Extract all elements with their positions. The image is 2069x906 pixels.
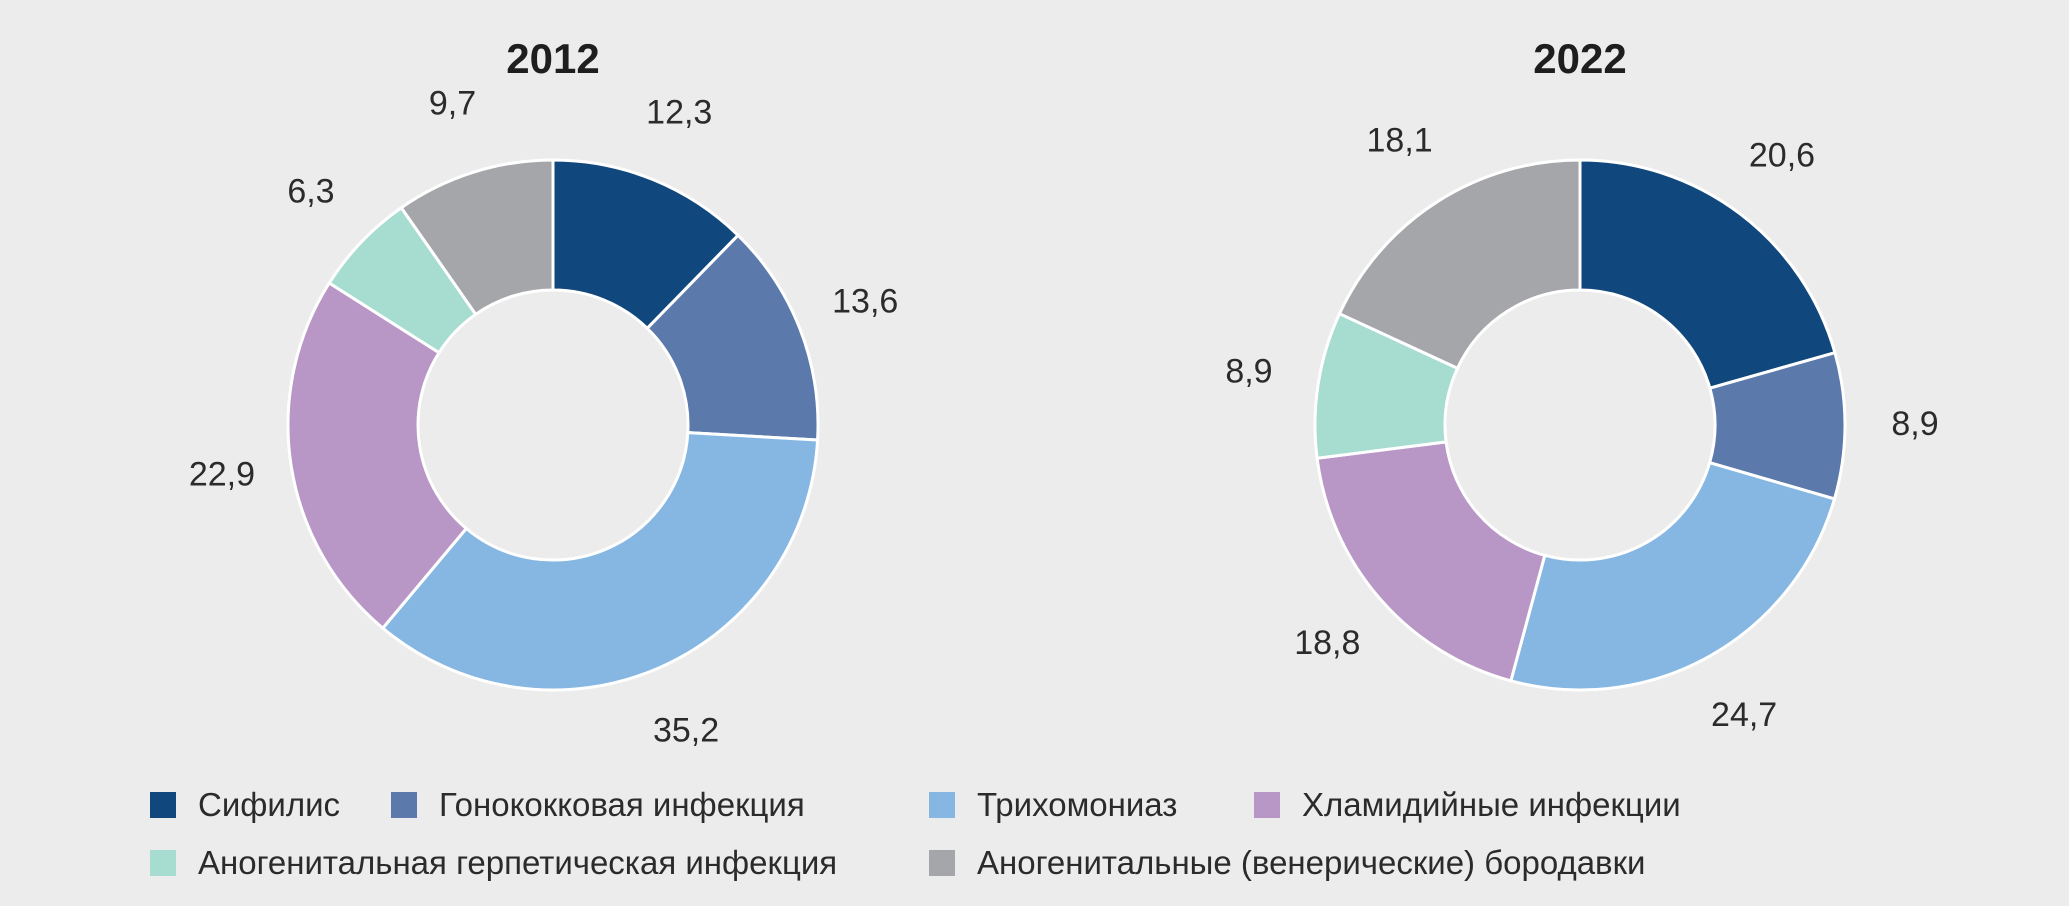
donut-slice bbox=[645, 233, 820, 442]
donut-chart-2012: 12,3 13,6 35,2 22,9 6,3 9,7 2012 bbox=[189, 35, 898, 749]
donut-slice bbox=[399, 158, 555, 317]
legend-swatch-icon bbox=[1254, 792, 1280, 818]
legend-label: Гонококковая инфекция bbox=[439, 786, 805, 823]
legend-swatch-icon bbox=[929, 850, 955, 876]
donut-chart-2022: 20,6 8,9 24,7 18,8 8,9 18,1 2022 bbox=[1225, 35, 1938, 734]
legend-swatch-icon bbox=[391, 792, 417, 818]
legend-row: Сифилис Гонококковая инфекция Трихомониа… bbox=[150, 776, 2050, 834]
legend-row: Аногенитальная герпетическая инфекция Ан… bbox=[150, 834, 2050, 892]
slice-value-label: 8,9 bbox=[1225, 353, 1272, 391]
legend-item-herpes: Аногенитальная герпетическая инфекция bbox=[150, 844, 929, 882]
donut-slice bbox=[1509, 460, 1837, 692]
donut-slice bbox=[1315, 440, 1547, 683]
slice-value-label: 9,7 bbox=[429, 84, 476, 122]
legend-item-warts: Аногенитальные (венерические) бородавки bbox=[929, 844, 1645, 882]
slice-value-label: 20,6 bbox=[1749, 137, 1815, 175]
legend-label: Сифилис bbox=[198, 786, 341, 823]
legend-item-syphilis: Сифилис bbox=[150, 786, 391, 824]
legend-swatch-icon bbox=[150, 792, 176, 818]
legend-item-chlamydia: Хламидийные инфекции bbox=[1254, 786, 1681, 824]
legend-label: Трихомониаз bbox=[977, 786, 1178, 823]
legend-item-trichomoniasis: Трихомониаз bbox=[929, 786, 1254, 824]
slice-value-label: 18,8 bbox=[1294, 624, 1360, 662]
donut-slice bbox=[1337, 158, 1582, 371]
slice-value-label: 22,9 bbox=[189, 455, 255, 493]
legend-swatch-icon bbox=[150, 850, 176, 876]
slice-value-label: 13,6 bbox=[832, 283, 898, 321]
chart-title: 2022 bbox=[1533, 35, 1626, 82]
legend-item-gonococcal: Гонококковая инфекция bbox=[391, 786, 929, 824]
slice-value-label: 12,3 bbox=[646, 94, 712, 132]
slice-value-label: 35,2 bbox=[653, 711, 719, 749]
donut-slice bbox=[286, 280, 469, 631]
legend-label: Аногенитальная герпетическая инфекция bbox=[198, 844, 838, 881]
legend-label: Хламидийные инфекции bbox=[1302, 786, 1681, 823]
slice-value-label: 6,3 bbox=[287, 172, 334, 210]
slice-value-label: 24,7 bbox=[1711, 696, 1777, 734]
legend: Сифилис Гонококковая инфекция Трихомониа… bbox=[150, 776, 2050, 892]
donut-charts: 12,3 13,6 35,2 22,9 6,3 9,7 2012 20,6 8,9 24,7 18,… bbox=[189, 35, 1939, 749]
legend-label: Аногенитальные (венерические) бородавки bbox=[977, 844, 1646, 881]
chart-title: 2012 bbox=[506, 35, 599, 82]
donut-slice bbox=[380, 431, 820, 692]
donut-slice bbox=[1578, 158, 1837, 391]
slice-value-label: 8,9 bbox=[1891, 405, 1938, 443]
donut-slice bbox=[551, 158, 741, 331]
legend-swatch-icon bbox=[929, 792, 955, 818]
slice-value-label: 18,1 bbox=[1367, 122, 1433, 160]
